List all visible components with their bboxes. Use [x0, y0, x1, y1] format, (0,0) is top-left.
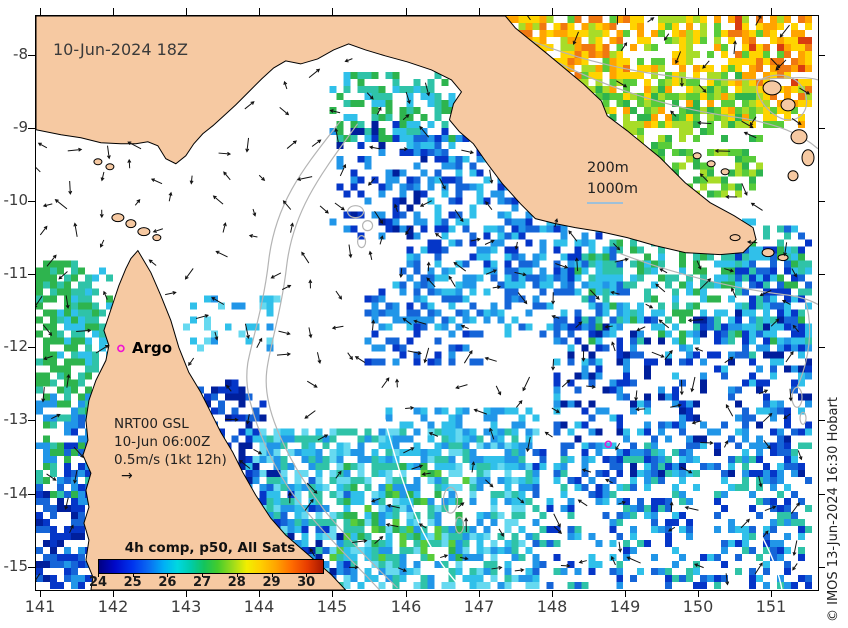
y-tick-right [818, 420, 825, 421]
y-tick-left [28, 55, 35, 56]
lon-tick-label: 149 [609, 597, 641, 616]
x-tick-bottom [40, 590, 41, 597]
current-arrows [36, 16, 811, 586]
colorbar-tick [236, 573, 238, 577]
model-info-label: NRT00 GSL 10-Jun 06:00Z 0.5m/s (1kt 12h)… [114, 415, 227, 484]
float-marker [117, 344, 125, 353]
colorbar-tick [202, 573, 204, 577]
colorbar-tick-label: 24 [88, 575, 108, 590]
lon-tick-label: 147 [463, 597, 495, 616]
x-tick-bottom [552, 590, 553, 597]
lat-tick-label: -8 [13, 45, 28, 63]
colorbar-tick-label: 27 [193, 575, 212, 590]
colorbar-tick-label: 26 [158, 575, 177, 590]
colorbar-tick-label: 30 [297, 575, 316, 590]
lat-tick-label: -11 [3, 264, 29, 282]
lat-tick-label: -13 [3, 410, 29, 428]
colorbar-title: 4h comp, p50, All Sats [124, 540, 296, 556]
model-line-3: 0.5m/s (1kt 12h) [114, 452, 227, 468]
x-tick-bottom [113, 590, 114, 597]
reef-outlines [347, 205, 807, 534]
colorbar-tick-label: 28 [227, 575, 246, 590]
x-tick-bottom [698, 590, 699, 597]
model-line-2: 10-Jun 06:00Z [114, 434, 211, 450]
y-tick-right [818, 347, 825, 348]
land-masses [36, 16, 815, 590]
x-tick-top [40, 8, 41, 15]
float-markers [117, 344, 613, 449]
y-tick-right [818, 128, 825, 129]
float-marker [604, 440, 613, 449]
lat-tick-label: -12 [3, 337, 29, 355]
lat-tick-label: -15 [3, 557, 29, 575]
model-line-1: NRT00 GSL [114, 416, 189, 432]
y-tick-right [818, 55, 825, 56]
colorbar-tick-label: 25 [123, 575, 142, 590]
y-tick-left [28, 347, 35, 348]
x-tick-bottom [259, 590, 260, 597]
x-tick-top [406, 8, 407, 15]
x-tick-bottom [625, 590, 626, 597]
colorbar-tick [306, 573, 308, 577]
x-tick-top [186, 8, 187, 15]
contour-legend: 200m 1000m [587, 158, 638, 204]
colorbar-tick [98, 573, 99, 577]
map-plot-area: 10-Jun-2024 18Z Argo NRT00 GSL 10-Jun 06… [35, 15, 819, 591]
lon-tick-label: 144 [243, 597, 275, 616]
scale-arrow-icon: → [121, 468, 133, 484]
lon-tick-label: 150 [682, 597, 714, 616]
x-tick-top [479, 8, 480, 15]
x-tick-top [332, 8, 333, 15]
y-tick-left [28, 274, 35, 275]
x-tick-top [113, 8, 114, 15]
lon-tick-label: 145 [316, 597, 348, 616]
map-canvas [36, 16, 818, 590]
x-tick-bottom [479, 590, 480, 597]
lon-tick-label: 146 [390, 597, 422, 616]
lon-tick-label: 151 [755, 597, 787, 616]
lat-tick-label: -14 [3, 484, 29, 502]
x-tick-bottom [771, 590, 772, 597]
x-tick-bottom [186, 590, 187, 597]
x-tick-top [552, 8, 553, 15]
date-label: 10-Jun-2024 18Z [53, 40, 188, 59]
lat-tick-label: -10 [3, 191, 29, 209]
y-tick-left [28, 128, 35, 129]
y-tick-left [28, 201, 35, 202]
lon-tick-label: 143 [170, 597, 202, 616]
contour-legend-200m: 200m [587, 160, 629, 176]
x-tick-bottom [332, 590, 333, 597]
y-tick-left [28, 494, 35, 495]
colorbar-tick [167, 573, 169, 577]
x-tick-top [625, 8, 626, 15]
x-tick-bottom [406, 590, 407, 597]
colorbar-gradient [98, 559, 324, 574]
y-tick-right [818, 494, 825, 495]
colorbar-tick [132, 573, 134, 577]
lon-tick-label: 142 [97, 597, 129, 616]
colorbar-tick-label: 29 [262, 575, 281, 590]
y-tick-left [28, 420, 35, 421]
y-tick-right [818, 201, 825, 202]
y-tick-left [28, 567, 35, 568]
y-tick-right [818, 274, 825, 275]
contour-legend-line [587, 202, 623, 204]
colorbar-tick [271, 573, 273, 577]
lon-tick-label: 141 [24, 597, 56, 616]
argo-float-label: Argo [132, 339, 173, 357]
x-tick-top [771, 8, 772, 15]
x-tick-top [698, 8, 699, 15]
x-tick-top [259, 8, 260, 15]
y-tick-right [818, 567, 825, 568]
lon-tick-label: 148 [536, 597, 568, 616]
lat-tick-label: -9 [13, 118, 28, 136]
contour-legend-1000m: 1000m [587, 181, 639, 197]
copyright-label: © IMOS 13-Jun-2024 16:30 Hobart [826, 397, 841, 622]
